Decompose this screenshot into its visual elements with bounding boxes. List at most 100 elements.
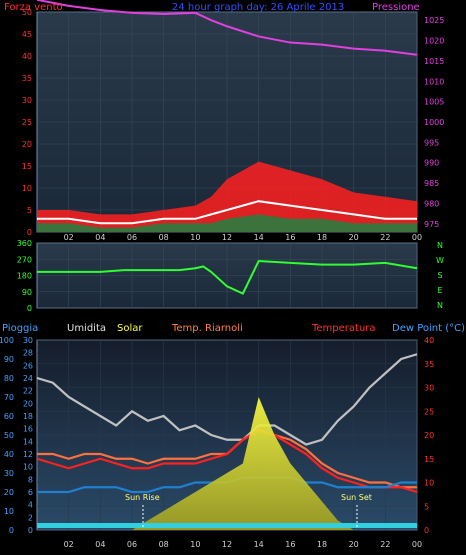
rain-tick-label: 60: [4, 412, 14, 421]
rain-tick-label: 10: [4, 507, 14, 516]
compass-letter: N: [437, 301, 443, 310]
x-tick-label: 18: [317, 540, 327, 549]
humidity-tick-label: 6: [28, 488, 33, 497]
left-tick-label: 15: [22, 162, 32, 171]
x-tick-label: 20: [349, 540, 359, 549]
x-tick-label: 18: [317, 233, 327, 242]
left-axis-label: Forza vento: [4, 2, 63, 13]
temp-tick-label: 5: [424, 502, 429, 511]
x-tick-label: 22: [380, 540, 390, 549]
humidity-tick-label: 20: [23, 399, 33, 408]
rain-tick-label: 100: [0, 336, 14, 345]
right-tick-label: 1000: [424, 118, 444, 127]
x-tick-label: 12: [222, 233, 232, 242]
series-area: [37, 214, 417, 232]
sunrise-label: Sun Rise: [125, 493, 160, 502]
left-tick-label: 10: [22, 184, 32, 193]
rain-label: Pioggia: [2, 323, 38, 334]
humidity-tick-label: 22: [23, 387, 33, 396]
compass-letter: N: [437, 241, 443, 250]
right-tick-label: 1025: [424, 16, 444, 25]
left-tick-label: 50: [22, 8, 32, 17]
left-tick-label: 40: [22, 52, 32, 61]
left-tick-label: 35: [22, 74, 32, 83]
humidity-tick-label: 4: [28, 501, 33, 510]
humidity-tick-label: 2: [28, 513, 33, 522]
dew-temp-label: Temp. Riarnoli: [171, 323, 243, 334]
right-tick-label: 1010: [424, 77, 444, 86]
left-tick-label: 5: [27, 206, 32, 215]
x-tick-label: 02: [64, 540, 74, 549]
rain-tick-label: 0: [9, 526, 14, 535]
right-tick-label: 990: [424, 159, 439, 168]
right-tick-label: 995: [424, 138, 439, 147]
x-tick-label: 06: [127, 540, 137, 549]
rain-tick-label: 80: [4, 374, 14, 383]
series-line: [36, 353, 418, 446]
direction-tick-label: 0: [27, 304, 32, 313]
rain-tick-label: 40: [4, 450, 14, 459]
x-tick-label: 02: [64, 233, 74, 242]
right-tick-label: 980: [424, 199, 439, 208]
compass-letter: E: [437, 286, 442, 295]
temp-tick-label: 10: [424, 479, 434, 488]
x-tick-label: 20: [349, 233, 359, 242]
x-tick-label: 14: [254, 233, 264, 242]
temperature-label: Temperatura: [311, 323, 376, 334]
compass-letter: S: [437, 271, 442, 280]
direction-tick-label: 270: [17, 255, 32, 264]
temp-tick-label: 40: [424, 336, 434, 345]
right-tick-label: 1015: [424, 57, 444, 66]
x-tick-label: 08: [159, 233, 169, 242]
direction-tick-label: 180: [17, 272, 32, 281]
right-tick-label: 1020: [424, 37, 444, 46]
left-tick-label: 0: [27, 228, 32, 237]
temp-tick-label: 25: [424, 407, 434, 416]
x-tick-label: 22: [380, 233, 390, 242]
series-line: [36, 429, 418, 494]
humidity-tick-label: 10: [23, 463, 33, 472]
humidity-tick-label: 14: [23, 437, 33, 446]
right-tick-label: 1005: [424, 98, 444, 107]
direction-tick-label: 360: [17, 239, 32, 248]
series-line: [37, 200, 417, 225]
series-line: [37, 260, 418, 295]
sunset-label: Sun Set: [341, 493, 372, 502]
right-tick-label: 985: [424, 179, 439, 188]
series-line: [36, 0, 418, 56]
x-tick-label: 00: [412, 233, 422, 242]
x-tick-label: 00: [412, 540, 422, 549]
rain-baseline: [37, 523, 417, 528]
humidity-tick-label: 8: [28, 475, 33, 484]
x-tick-label: 08: [159, 540, 169, 549]
humidity-tick-label: 0: [28, 526, 33, 535]
chart-title: 24 hour graph day: 26 Aprile 2013: [172, 2, 344, 13]
humidity-label: Umidita: [67, 323, 106, 334]
right-tick-label: 975: [424, 220, 439, 229]
humidity-tick-label: 24: [23, 374, 33, 383]
x-tick-label: 10: [190, 233, 200, 242]
x-tick-label: 16: [285, 540, 295, 549]
humidity-tick-label: 30: [23, 336, 33, 345]
humidity-tick-label: 26: [23, 361, 33, 370]
series-area: [37, 161, 417, 232]
x-tick-label: 04: [95, 540, 105, 549]
temp-tick-label: 15: [424, 455, 434, 464]
x-tick-label: 14: [254, 540, 264, 549]
rain-tick-label: 50: [4, 431, 14, 440]
x-tick-label: 10: [190, 540, 200, 549]
left-tick-label: 45: [22, 30, 32, 39]
solar-area: [37, 397, 417, 530]
humidity-tick-label: 28: [23, 349, 33, 358]
temp-tick-label: 0: [424, 526, 429, 535]
temp-tick-label: 30: [424, 384, 434, 393]
humidity-tick-label: 12: [23, 450, 33, 459]
left-tick-label: 20: [22, 140, 32, 149]
rain-tick-label: 90: [4, 355, 14, 364]
x-tick-label: 16: [285, 233, 295, 242]
temp-tick-label: 20: [424, 431, 434, 440]
x-tick-label: 04: [95, 233, 105, 242]
compass-letter: W: [436, 256, 444, 265]
